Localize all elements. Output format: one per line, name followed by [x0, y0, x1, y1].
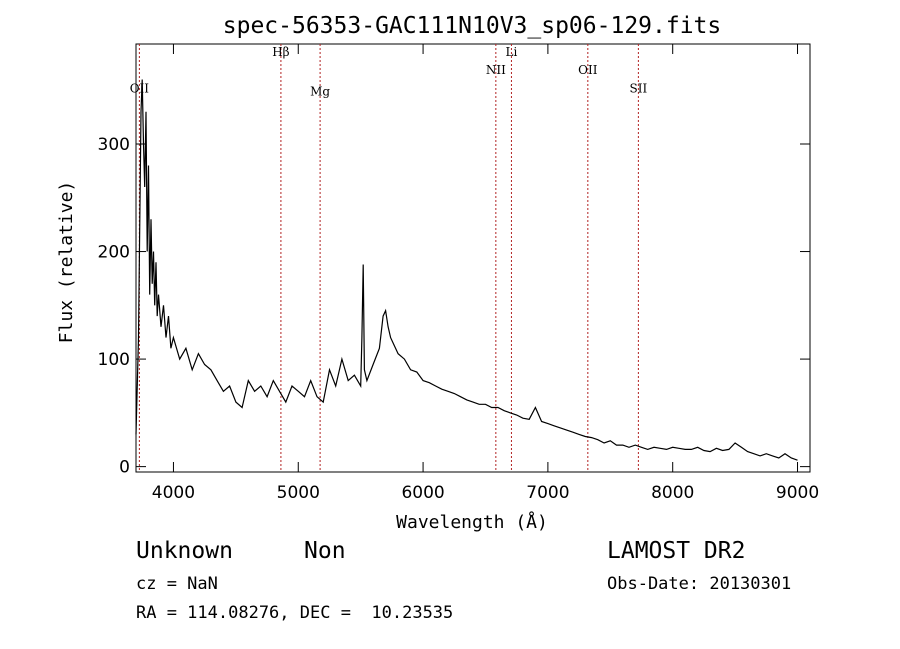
reference-line-label-6: SII	[630, 81, 648, 95]
redshift-value: cz = NaN	[136, 574, 218, 594]
x-tick-label-4: 8000	[651, 483, 694, 503]
x-tick-label-0: 4000	[152, 483, 195, 503]
x-axis-label: Wavelength (Å)	[396, 511, 548, 533]
object-subclass: Non	[304, 538, 346, 564]
reference-line-label-4: Li	[506, 45, 518, 59]
y-tick-label-0: 0	[119, 458, 130, 478]
sky-coordinates: RA = 114.08276, DEC = 10.23535	[136, 603, 454, 623]
observation-date: Obs-Date: 20130301	[607, 574, 792, 594]
x-tick-label-2: 6000	[401, 483, 444, 503]
survey-name: LAMOST DR2	[607, 538, 746, 564]
object-class: Unknown	[136, 538, 233, 564]
reference-line-label-3: NII	[486, 63, 506, 77]
series-line-0	[135, 79, 798, 461]
y-axis-label: Flux (relative)	[56, 181, 77, 344]
y-tick-label-3: 300	[98, 135, 130, 155]
plot-frame	[135, 43, 811, 473]
y-tick-label-2: 200	[98, 243, 130, 263]
x-tick-label-3: 7000	[526, 483, 569, 503]
reference-line-label-0: OII	[130, 81, 150, 95]
y-tick-label-1: 100	[98, 350, 130, 370]
reference-line-label-5: OII	[578, 63, 598, 77]
reference-line-label-2: Mg	[310, 85, 330, 99]
reference-line-label-1: Hβ	[272, 45, 289, 59]
x-tick-label-1: 5000	[277, 483, 320, 503]
x-tick-label-5: 9000	[776, 483, 819, 503]
series-layer	[135, 79, 798, 461]
chart-title: spec-56353-GAC111N10V3_sp06-129.fits	[223, 13, 722, 39]
axis-ticks: 4000 5000 6000 7000 8000 9000 0 100 200 300	[98, 44, 819, 503]
